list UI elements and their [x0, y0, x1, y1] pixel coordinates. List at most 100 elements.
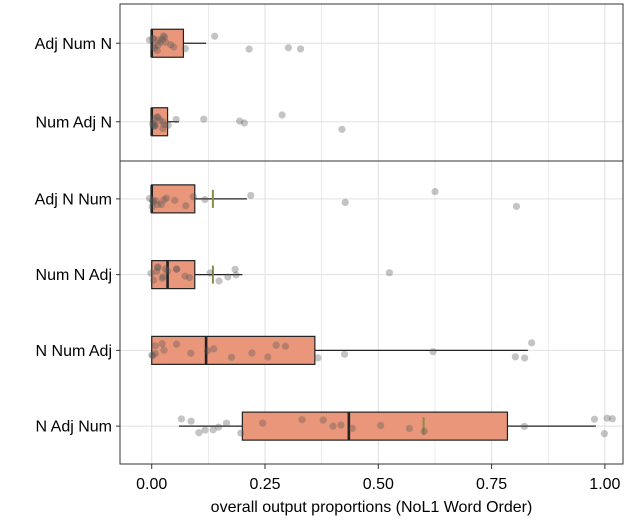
data-point [600, 430, 608, 438]
x-tick-label: 0.75 [476, 476, 507, 493]
data-point [149, 198, 157, 206]
x-tick-label: 1.00 [589, 476, 620, 493]
data-point [211, 32, 219, 40]
data-point [158, 274, 166, 282]
data-point [181, 272, 189, 280]
data-point [187, 349, 195, 357]
data-point [154, 200, 162, 209]
data-point [149, 119, 157, 128]
data-point [329, 422, 337, 430]
data-point [153, 113, 161, 121]
data-point [520, 422, 528, 430]
data-point [185, 273, 194, 282]
data-point [259, 419, 267, 427]
data-point [227, 353, 236, 361]
data-point [159, 273, 167, 281]
data-point [150, 115, 158, 123]
data-point [215, 277, 223, 285]
data-point [173, 340, 181, 348]
data-point [160, 196, 168, 204]
data-point [151, 342, 159, 350]
data-point [149, 352, 157, 360]
data-point [603, 414, 611, 422]
data-point [298, 416, 306, 424]
data-point [145, 194, 154, 203]
category-label: Num N Adj [36, 267, 112, 284]
data-point [201, 195, 209, 204]
category-label: N Adj Num [36, 419, 112, 436]
data-point [247, 191, 255, 200]
data-point [338, 125, 346, 133]
category-label: Num Adj N [36, 114, 112, 131]
data-point [170, 43, 178, 51]
data-point [147, 269, 155, 277]
data-point [156, 38, 164, 46]
data-point [160, 346, 168, 354]
data-point [187, 417, 195, 425]
data-point [341, 198, 349, 207]
data-point [431, 187, 439, 196]
data-point [237, 429, 245, 437]
data-point [608, 415, 616, 423]
data-point [150, 276, 158, 284]
data-point [420, 427, 428, 435]
data-point [160, 121, 168, 129]
data-point [145, 36, 154, 44]
data-point [154, 264, 162, 272]
data-point [200, 115, 208, 123]
data-point [164, 267, 172, 275]
data-point [160, 33, 169, 41]
data-point [154, 41, 162, 49]
data-point [590, 415, 599, 423]
data-point [195, 429, 203, 437]
data-point [162, 194, 171, 202]
data-point [264, 353, 272, 361]
data-point [189, 193, 197, 201]
data-point [150, 42, 158, 50]
data-point [182, 202, 190, 210]
data-point [149, 196, 157, 204]
category-label: Adj Num N [35, 36, 112, 53]
data-point [149, 34, 157, 42]
data-point [151, 349, 159, 358]
data-point [214, 423, 223, 431]
data-point [158, 340, 166, 348]
data-point [248, 349, 256, 357]
data-point [528, 339, 536, 347]
data-point [171, 196, 179, 204]
data-point [203, 347, 212, 355]
data-point [337, 421, 345, 429]
x-tick-label: 0.00 [136, 476, 167, 493]
data-point [348, 424, 356, 432]
x-tick-label: 0.50 [363, 476, 394, 493]
data-point [377, 421, 385, 430]
data-point [158, 35, 167, 43]
data-point [153, 46, 161, 55]
data-point [278, 111, 286, 119]
data-point [210, 345, 218, 353]
data-point [429, 348, 437, 356]
data-point [319, 416, 327, 424]
data-point [231, 265, 239, 273]
data-point [159, 125, 167, 133]
box-adj-num-n [151, 28, 185, 58]
data-point [206, 269, 214, 277]
data-point [281, 342, 290, 350]
data-point [272, 341, 280, 349]
data-point [172, 265, 181, 273]
category-label: Adj N Num [35, 191, 112, 208]
data-point [340, 350, 349, 358]
data-point [172, 265, 181, 273]
data-point [153, 267, 161, 276]
data-point [154, 263, 162, 271]
data-point [284, 44, 293, 52]
data-point [154, 113, 162, 121]
data-point [149, 35, 157, 43]
data-point [232, 271, 240, 279]
box-adj-n-num [151, 184, 196, 214]
data-point [161, 38, 170, 46]
data-point [245, 45, 253, 53]
data-point [157, 200, 165, 209]
data-point [385, 269, 393, 277]
